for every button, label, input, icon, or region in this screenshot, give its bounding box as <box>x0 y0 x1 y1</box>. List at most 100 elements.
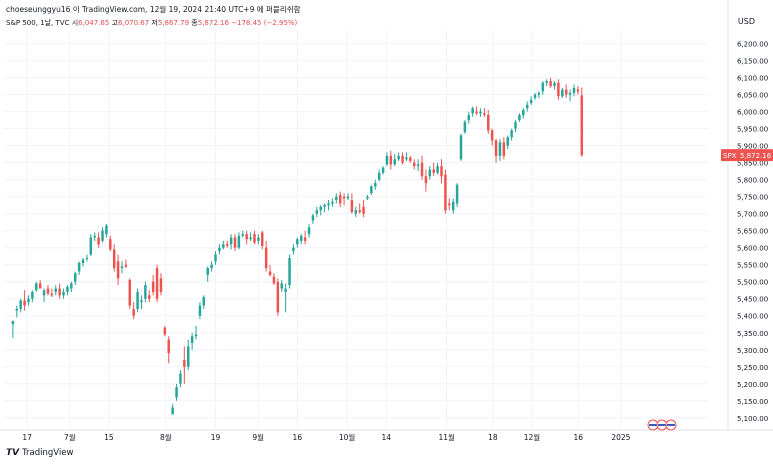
candle-body <box>522 109 525 116</box>
candle-body <box>405 157 408 160</box>
close-value: 5,872.16 <box>197 19 229 27</box>
candle-body <box>268 271 272 275</box>
candle-body <box>46 288 50 294</box>
candle-body <box>296 239 299 245</box>
candle-body <box>557 82 560 97</box>
candle-body <box>319 206 322 211</box>
candle-body <box>140 300 143 303</box>
x-tick-label: 14 <box>381 433 391 442</box>
brand-name: TradingView <box>22 448 74 458</box>
y-tick-label: 5,450.00 <box>737 296 768 304</box>
candle-body <box>428 169 432 177</box>
open-label: 시 <box>71 19 79 27</box>
candle-body <box>420 162 424 177</box>
y-tick-label: 5,800.00 <box>737 177 768 185</box>
candle-body <box>81 259 85 264</box>
candle-body <box>393 159 396 165</box>
candle-body <box>73 273 77 282</box>
y-tick-label: 5,350.00 <box>737 330 768 338</box>
y-tick-label: 6,150.00 <box>737 58 768 66</box>
candle-body <box>377 172 381 180</box>
y-tick-label: 5,650.00 <box>737 228 768 236</box>
candle-body <box>272 276 276 284</box>
y-tick-label: 5,150.00 <box>737 398 768 406</box>
candle-body <box>463 121 467 133</box>
candle-body <box>148 295 151 299</box>
candle-body <box>93 235 96 238</box>
candle-body <box>97 237 100 245</box>
candle-body <box>50 293 54 296</box>
candle-body <box>537 92 541 95</box>
candle-body <box>175 387 178 398</box>
candle-body <box>190 336 194 343</box>
change-value: −178.45 (−2.95%) <box>231 19 298 27</box>
candle-body <box>529 99 533 104</box>
candle-body <box>568 92 572 95</box>
candle-body <box>514 121 517 129</box>
candle-body <box>327 203 330 206</box>
candle-body <box>105 225 108 235</box>
candle-body <box>128 280 132 306</box>
candle-body <box>31 291 34 299</box>
candle-body <box>525 104 529 109</box>
candle-body <box>19 300 22 309</box>
candle-body <box>487 115 490 131</box>
y-tick-label: 5,550.00 <box>737 262 768 270</box>
brand-footer[interactable]: 𝙏𝙑 TradingView <box>6 448 73 458</box>
candle-body <box>136 291 139 309</box>
candle-body <box>424 176 428 184</box>
candle-body <box>374 183 377 187</box>
candle-body <box>323 205 326 207</box>
candle-body <box>432 169 435 173</box>
y-tick-label: 5,950.00 <box>737 126 768 134</box>
candle-body <box>163 327 167 335</box>
y-tick-label: 5,600.00 <box>737 245 768 253</box>
candle-body <box>533 94 537 99</box>
candle-body <box>440 166 443 177</box>
candle-body <box>54 288 57 292</box>
candle-body <box>299 235 303 241</box>
candle-body <box>490 130 494 141</box>
candle-body <box>510 130 513 138</box>
candle-body <box>109 239 112 250</box>
candle-body <box>194 334 198 337</box>
symbol-label[interactable]: S&P 500, 1날, TVC <box>6 19 70 27</box>
chart-legend: S&P 500, 1날, TVC 시6,047.65 고6,070.67 저5,… <box>6 18 297 28</box>
candle-body <box>167 339 170 354</box>
x-tick-label: 16 <box>573 433 583 442</box>
candle-body <box>483 113 486 116</box>
y-tick-label: 5,250.00 <box>737 364 768 372</box>
candle-body <box>284 288 287 292</box>
y-tick-label: 6,050.00 <box>737 92 768 100</box>
last-price-symbol: SPX <box>723 152 737 160</box>
candle-body <box>549 81 552 87</box>
x-tick-label: 16 <box>293 433 303 442</box>
candle-body <box>124 264 128 267</box>
candle-body <box>338 194 342 204</box>
candle-body <box>350 200 354 212</box>
candle-body <box>366 196 369 199</box>
x-tick-label: 19 <box>211 433 221 442</box>
candle-body <box>354 210 358 214</box>
currency-label: USD <box>737 17 755 26</box>
candle-body <box>303 237 307 241</box>
candle-body <box>467 115 471 121</box>
publish-info: choeseunggyu16 이 TradingView.com, 12월 19… <box>6 5 301 14</box>
candle-body <box>362 206 365 214</box>
candle-body <box>335 196 338 201</box>
candle-body <box>307 227 311 235</box>
candle-body <box>11 320 15 325</box>
candle-body <box>264 247 268 269</box>
candle-body <box>218 247 221 252</box>
candle-body <box>214 254 217 262</box>
y-tick-label: 6,200.00 <box>737 41 768 49</box>
candle-body <box>498 142 502 156</box>
candle-body <box>315 210 319 214</box>
candle-body <box>506 137 509 146</box>
candle-body <box>280 283 283 289</box>
candle-body <box>572 87 576 93</box>
candle-body <box>179 373 182 384</box>
candle-body <box>257 237 260 241</box>
candle-body <box>541 82 545 92</box>
